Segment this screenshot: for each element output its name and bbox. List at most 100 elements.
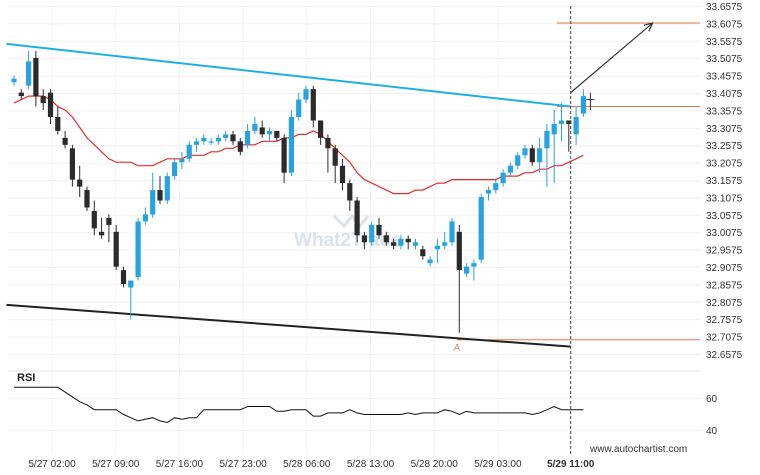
resistance-line bbox=[6, 42, 571, 108]
candle-body bbox=[128, 280, 134, 288]
candle-body bbox=[157, 190, 163, 201]
candle-body bbox=[529, 148, 535, 163]
price-tick-label: 33.3575 bbox=[706, 106, 743, 117]
candle bbox=[91, 200, 97, 236]
time-tick-label: 5/27 16:00 bbox=[156, 459, 204, 470]
candle bbox=[551, 110, 557, 184]
candle-body bbox=[347, 183, 353, 201]
candle bbox=[493, 179, 499, 194]
time-tick-label: 5/28 20:00 bbox=[411, 459, 459, 470]
candle-body bbox=[69, 148, 75, 180]
candle-body bbox=[223, 134, 229, 138]
moving-average-line bbox=[13, 95, 584, 195]
candle-body bbox=[471, 263, 477, 267]
candle bbox=[230, 130, 236, 145]
candle-body bbox=[332, 148, 338, 166]
candle-body bbox=[164, 176, 170, 201]
time-tick-label: 5/28 06:00 bbox=[283, 459, 331, 470]
candle bbox=[332, 144, 338, 184]
candle bbox=[303, 85, 309, 104]
candle-body bbox=[398, 238, 404, 246]
price-tick-label: 33.6075 bbox=[706, 19, 743, 30]
candle-body bbox=[427, 259, 433, 264]
candle bbox=[420, 245, 426, 260]
candle bbox=[215, 134, 221, 145]
price-tick-label: 32.9575 bbox=[706, 246, 743, 257]
candle-body bbox=[566, 120, 572, 124]
price-tick-label: 33.6575 bbox=[706, 2, 743, 13]
watermark-text: What2Trade bbox=[294, 230, 402, 251]
price-tick-label: 33.4075 bbox=[706, 89, 743, 100]
candle bbox=[529, 144, 535, 166]
candle bbox=[456, 224, 462, 333]
candle-body bbox=[522, 148, 528, 156]
candle bbox=[237, 137, 243, 156]
candle bbox=[150, 172, 156, 218]
candle bbox=[376, 217, 382, 239]
candle bbox=[412, 238, 419, 250]
rsi-polyline bbox=[14, 386, 584, 424]
candle bbox=[383, 231, 389, 246]
time-tick-label: 5/27 02:00 bbox=[28, 459, 76, 470]
price-tick-label: 33.2075 bbox=[706, 159, 743, 170]
candle bbox=[478, 193, 484, 264]
candle bbox=[99, 217, 105, 239]
candle bbox=[296, 92, 302, 121]
candle-body bbox=[150, 190, 156, 215]
candle-body bbox=[420, 249, 426, 257]
price-tick-label: 33.3075 bbox=[706, 124, 743, 135]
candle-body bbox=[303, 89, 309, 100]
candle bbox=[26, 50, 32, 90]
price-tick-label: 33.4575 bbox=[706, 72, 743, 83]
candle-body bbox=[193, 141, 200, 145]
candle bbox=[69, 144, 75, 187]
candle-body bbox=[135, 221, 141, 278]
candle bbox=[259, 120, 265, 138]
time-tick-label: 5/28 13:00 bbox=[347, 459, 395, 470]
rsi-label: RSI bbox=[17, 372, 35, 384]
candle bbox=[573, 106, 579, 145]
candle bbox=[325, 134, 331, 173]
candle-body bbox=[449, 221, 455, 243]
candle bbox=[566, 120, 572, 152]
candle-body bbox=[274, 130, 280, 138]
candle-body bbox=[113, 231, 119, 267]
candle bbox=[142, 207, 148, 225]
candle bbox=[281, 134, 287, 184]
grid bbox=[8, 6, 700, 455]
candle bbox=[245, 123, 251, 149]
candle bbox=[537, 137, 543, 173]
candle-body bbox=[515, 155, 521, 166]
low-marker-label: A bbox=[454, 343, 460, 353]
rsi-tick-label: 40 bbox=[706, 426, 718, 437]
rsi-line bbox=[14, 386, 584, 424]
candle bbox=[157, 176, 163, 204]
candle bbox=[522, 144, 528, 159]
candle-body bbox=[493, 183, 499, 191]
candle bbox=[310, 85, 316, 128]
candle bbox=[405, 235, 411, 250]
price-tick-label: 33.1575 bbox=[706, 176, 743, 187]
candle-body bbox=[558, 120, 565, 124]
candle bbox=[84, 186, 90, 211]
candle-body bbox=[120, 270, 127, 285]
candle bbox=[120, 266, 127, 288]
candle-body bbox=[391, 242, 397, 246]
price-tick-label: 33.0575 bbox=[706, 211, 743, 222]
candle-body bbox=[186, 144, 192, 159]
rsi-tick-label: 60 bbox=[706, 394, 718, 405]
candle bbox=[77, 165, 83, 198]
forecast-arrow-head-icon bbox=[643, 22, 654, 32]
price-tick-label: 33.2575 bbox=[706, 141, 743, 152]
candle bbox=[398, 235, 404, 250]
candle bbox=[391, 238, 397, 250]
candle bbox=[580, 89, 586, 117]
candle-body bbox=[354, 200, 360, 236]
candle-body bbox=[33, 57, 39, 97]
candle-body bbox=[361, 235, 367, 243]
candle bbox=[427, 256, 433, 267]
candle bbox=[40, 89, 46, 111]
candle-body bbox=[456, 231, 462, 271]
candle bbox=[179, 151, 185, 170]
price-tick-label: 33.1075 bbox=[706, 193, 743, 204]
